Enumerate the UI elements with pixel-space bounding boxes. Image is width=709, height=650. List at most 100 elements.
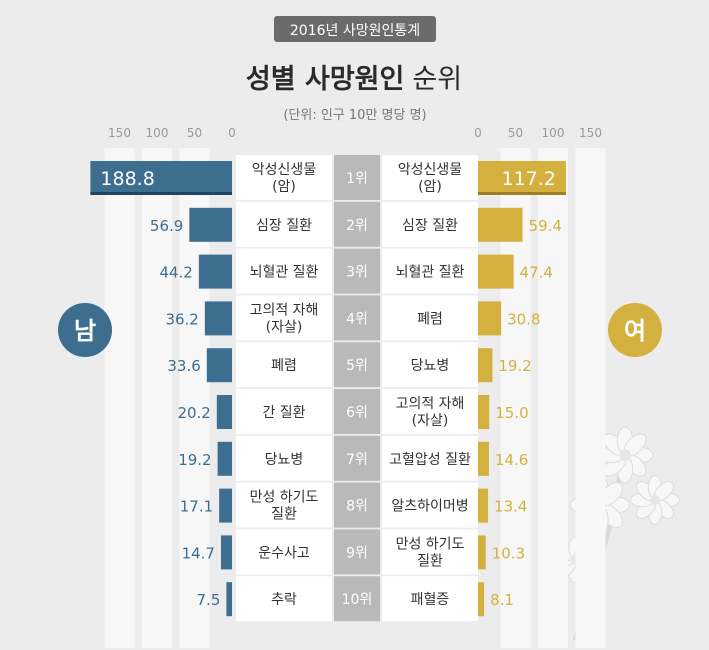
male-bar: [220, 535, 232, 570]
female-cause-label: 고혈압성 질환: [389, 452, 471, 468]
male-value-label: 7.5: [197, 591, 221, 609]
flower-petals: [630, 475, 680, 525]
female-axis: 150 100 50 0: [474, 126, 606, 648]
male-bar: [189, 207, 232, 242]
rank-label: 7위: [346, 452, 368, 468]
tick-label-male: 0: [228, 126, 236, 140]
rank-label: 6위: [346, 405, 368, 421]
female-bar-shadow: [478, 192, 566, 195]
male-cause-box: [236, 201, 332, 247]
rank-label: 8위: [346, 499, 368, 515]
tick-label-female: 150: [579, 126, 602, 140]
female-circle: [608, 303, 662, 357]
rank-label: 5위: [346, 358, 368, 374]
male-value-label: 44.2: [159, 264, 192, 282]
tick-label-male: 100: [146, 126, 169, 140]
female-cause-label: 폐렴: [417, 311, 443, 327]
male-cause-box: [236, 529, 332, 575]
female-bar: [478, 488, 489, 523]
male-cause-box: [236, 482, 332, 528]
female-cause-box: [382, 201, 478, 247]
female-bar: [478, 535, 486, 570]
female-bar: [478, 161, 566, 195]
male-bar: [90, 161, 233, 195]
female-bar: [478, 254, 514, 289]
male-cause-label: 추락: [271, 592, 297, 608]
rank-label: 1위: [346, 171, 368, 187]
male-bar-shadow: [90, 192, 233, 195]
rank-box: [334, 529, 380, 575]
female-cause-box: [382, 435, 478, 481]
male-value-label: 17.1: [180, 498, 213, 516]
female-bar: [478, 395, 490, 429]
male-bar: [226, 582, 232, 617]
rank-label: 10위: [342, 592, 373, 608]
male-bar: [219, 488, 232, 523]
badge-text: 2016년 사망원인통계: [290, 23, 420, 39]
rank-box: [334, 295, 380, 341]
title-bold: 성별 사망원인: [246, 64, 404, 95]
female-cause-box: [382, 576, 478, 622]
male-cause-box: [236, 435, 332, 481]
female-cause-label: 뇌혈관 질환: [396, 265, 465, 281]
tick-label-female: 0: [474, 126, 482, 140]
male-cause-box: [236, 295, 332, 341]
female-value-label: 8.1: [490, 591, 514, 609]
male-bar: [216, 395, 232, 429]
male-cause-label: 악성신생물 (암): [252, 162, 317, 195]
female-label: 여: [624, 317, 646, 345]
chart-rows: 악성신생물 (암) 악성신생물 (암) 1위 188.8 117.2 심장 질환 심장 질환 2위…: [90, 155, 566, 622]
male-cause-label: 고의적 자해 (자살): [250, 302, 319, 335]
male-bar: [206, 348, 232, 383]
rank-box: [334, 435, 380, 481]
rank-box: [334, 201, 380, 247]
rank-box: [334, 248, 380, 294]
female-value-label: 14.6: [495, 451, 528, 469]
female-cause-label: 심장 질환: [402, 218, 458, 234]
unit-label: (단위: 인구 10만 명당 명): [283, 108, 426, 123]
male-value-label: 36.2: [165, 310, 198, 328]
female-cause-label: 패혈증: [411, 592, 450, 608]
female-bar: [478, 348, 493, 383]
female-cause-box: [382, 155, 478, 200]
rank-box: [334, 155, 380, 200]
male-bar: [204, 301, 232, 336]
male-cause-box: [236, 389, 332, 434]
male-cause-box: [236, 342, 332, 388]
female-cause-label: 알츠하이머병: [391, 499, 468, 515]
female-value-label: 47.4: [520, 264, 553, 282]
female-value-label: 30.8: [507, 310, 540, 328]
grid-band: [104, 148, 135, 648]
male-cause-box: [236, 248, 332, 294]
male-bar: [198, 254, 232, 289]
male-bar: [217, 441, 232, 476]
male-cause-label: 만성 하기도 질환: [250, 490, 319, 523]
female-bar: [478, 441, 489, 476]
flower-decoration: [551, 426, 680, 641]
female-cause-label: 당뇨병: [411, 358, 450, 374]
male-value-label: 14.7: [182, 544, 215, 562]
tick-label-female: 50: [508, 126, 523, 140]
female-bar: [478, 207, 523, 242]
male-value-label: 20.2: [177, 404, 210, 422]
female-cause-box: [382, 389, 478, 434]
male-cause-label: 폐렴: [271, 358, 297, 374]
female-value-label: 13.4: [494, 498, 527, 516]
female-cause-box: [382, 295, 478, 341]
grid-band: [575, 148, 606, 648]
male-cause-label: 뇌혈관 질환: [250, 265, 319, 281]
male-cause-box: [236, 576, 332, 622]
male-circle: [58, 303, 112, 357]
female-value-label: 59.4: [529, 217, 562, 235]
male-value-label: 33.6: [167, 357, 200, 375]
rank-label: 9위: [346, 545, 368, 561]
badge-box: [274, 16, 436, 42]
tick-label-male: 150: [108, 126, 131, 140]
male-cause-label: 심장 질환: [256, 218, 312, 234]
female-cause-box: [382, 482, 478, 528]
rank-box: [334, 342, 380, 388]
female-cause-box: [382, 342, 478, 388]
female-value-label: 117.2: [501, 168, 555, 190]
